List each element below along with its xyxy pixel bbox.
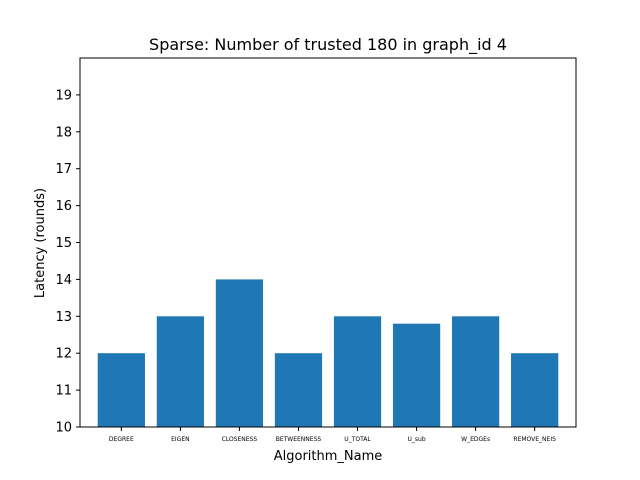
- bar-betweenness: [274, 353, 323, 427]
- bar-u-sub: [392, 323, 441, 427]
- bar-remove-neis: [511, 353, 559, 427]
- x-tick-label: U_sub: [408, 436, 426, 443]
- x-tick-label: EIGEN: [171, 436, 190, 443]
- y-tick-label: 19: [55, 88, 72, 103]
- y-axis-label: Latency (rounds): [33, 188, 48, 298]
- bar-w-edges: [452, 316, 500, 427]
- y-tick-label: 13: [55, 310, 72, 325]
- y-tick-label: 18: [55, 125, 72, 140]
- bar-eigen: [156, 316, 204, 427]
- y-tick-label: 11: [55, 384, 72, 399]
- x-tick-label: W_EDGEs: [461, 436, 490, 443]
- y-tick-label: 12: [55, 347, 72, 362]
- x-tick-label: CLOSENESS: [222, 436, 258, 443]
- bar-degree: [97, 353, 145, 427]
- bars-group: [97, 279, 559, 427]
- x-tick-label: DEGREE: [109, 436, 134, 443]
- y-tick-label: 14: [55, 273, 72, 288]
- x-axis-label: Algorithm_Name: [274, 449, 383, 464]
- bar-closeness: [215, 279, 264, 427]
- y-tick-label: 10: [55, 421, 72, 436]
- y-tick-label: 15: [55, 236, 72, 251]
- x-axis: DEGREE EIGEN CLOSENESS BETWEENNESS U_TOTAL U_…: [109, 427, 556, 443]
- y-tick-label: 16: [55, 199, 72, 214]
- y-axis: 10 11 12 13 14 15 16 17 18 19: [55, 88, 80, 436]
- y-tick-label: 17: [55, 162, 72, 177]
- x-tick-label: U_TOTAL: [344, 436, 371, 443]
- x-tick-label: BETWEENNESS: [276, 436, 322, 443]
- plot-frame: [79, 57, 577, 428]
- bar-u-total: [333, 316, 382, 427]
- x-tick-label: REMOVE_NEIS: [513, 436, 556, 443]
- chart-title: Sparse: Number of trusted 180 in graph_i…: [149, 35, 507, 55]
